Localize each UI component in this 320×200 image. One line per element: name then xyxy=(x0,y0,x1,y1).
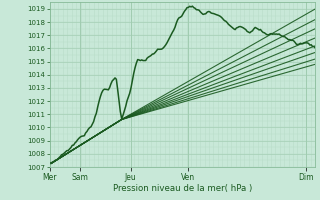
X-axis label: Pression niveau de la mer( hPa ): Pression niveau de la mer( hPa ) xyxy=(113,184,252,193)
